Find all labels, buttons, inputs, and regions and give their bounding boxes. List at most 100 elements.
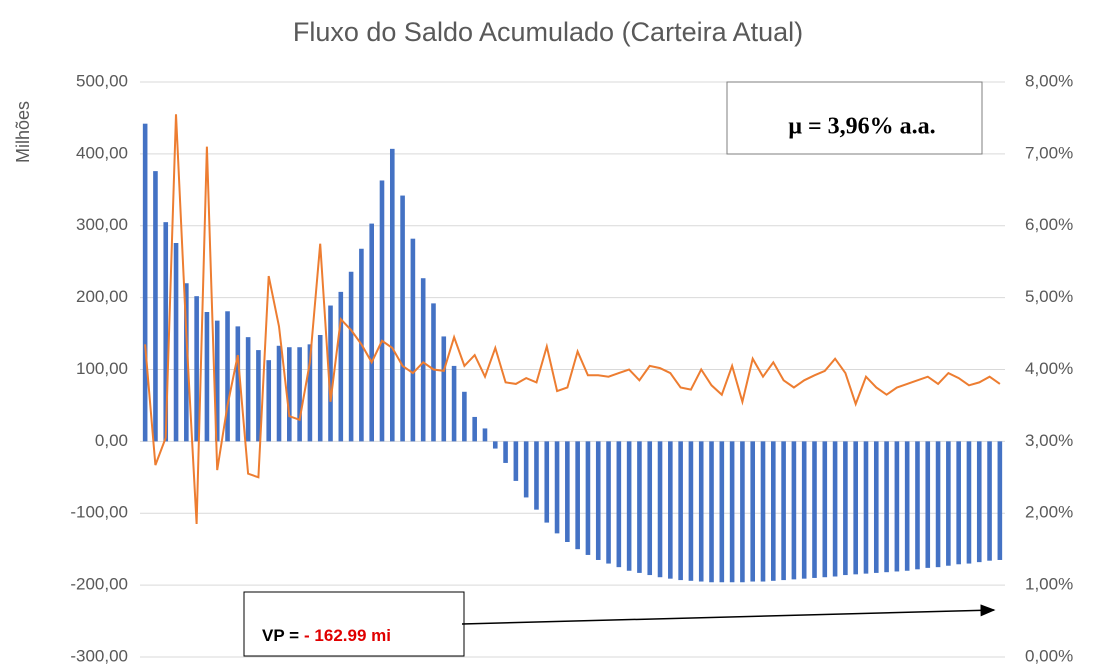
bar <box>873 441 879 573</box>
bar <box>884 441 889 573</box>
y2-tick-label: 8,00% <box>1025 71 1073 90</box>
bar <box>184 283 189 442</box>
bar <box>987 441 992 561</box>
bar <box>843 441 848 576</box>
bar <box>431 303 436 442</box>
bar <box>462 391 467 442</box>
bar <box>554 441 560 534</box>
bar <box>678 441 683 581</box>
bar <box>904 441 910 571</box>
mu-box <box>726 81 983 155</box>
y2-tick-label: 0,00% <box>1025 646 1073 665</box>
y-tick-label: 100,00 <box>76 359 128 378</box>
y2-tick-label: 3,00% <box>1025 431 1073 450</box>
bar <box>740 441 745 583</box>
bar <box>668 441 673 579</box>
bar <box>338 291 344 442</box>
bar <box>287 347 292 442</box>
bar <box>750 441 756 582</box>
bar <box>379 180 385 442</box>
bar <box>307 344 313 442</box>
bar <box>925 441 931 568</box>
bar <box>194 296 199 442</box>
line <box>144 114 1001 525</box>
bar <box>348 271 354 442</box>
bar <box>420 278 426 442</box>
bar <box>698 441 704 582</box>
bar <box>709 441 714 583</box>
bar <box>142 123 148 442</box>
bar <box>410 238 416 442</box>
bar <box>966 441 972 564</box>
bar <box>369 223 374 442</box>
vp-label: VP = <box>262 626 299 645</box>
bar <box>616 441 622 568</box>
bar <box>297 347 302 442</box>
bar <box>935 441 941 568</box>
y2-tick-label: 2,00% <box>1025 503 1073 522</box>
bar <box>266 360 272 442</box>
bar <box>317 335 323 442</box>
bar <box>235 326 241 442</box>
bar <box>544 441 550 523</box>
bar <box>163 222 169 442</box>
bar <box>245 337 251 442</box>
bar <box>276 345 282 442</box>
bar <box>472 416 477 442</box>
bar <box>565 441 570 542</box>
y2-tick-label: 6,00% <box>1025 215 1073 234</box>
bar <box>400 195 405 442</box>
bar <box>225 311 230 442</box>
bar <box>688 441 694 581</box>
y-tick-label: 500,00 <box>76 71 128 90</box>
bar <box>719 441 725 583</box>
bar <box>534 441 539 510</box>
bar <box>791 441 797 580</box>
vp-arrow <box>461 604 996 625</box>
bar <box>771 441 776 581</box>
y-tick-label: -300,00 <box>70 646 128 665</box>
bar <box>647 441 653 576</box>
y-tick-label: 0,00 <box>95 431 128 450</box>
bar <box>513 441 519 481</box>
bar <box>976 441 982 563</box>
bar <box>760 441 766 582</box>
bar <box>606 441 611 564</box>
bar <box>256 350 261 442</box>
vp-value: - 162.99 mi <box>304 626 391 645</box>
bar <box>853 441 858 575</box>
bar <box>482 428 488 442</box>
bar <box>492 441 498 449</box>
vp-annotation: VP = - 162.99 mi <box>262 626 391 645</box>
bar <box>389 148 395 442</box>
vp-box <box>243 591 465 657</box>
bar <box>894 441 900 572</box>
bar <box>863 441 869 574</box>
bar <box>173 243 179 442</box>
y2-tick-label: 1,00% <box>1025 575 1073 594</box>
bar <box>585 441 591 555</box>
y2-tick-label: 4,00% <box>1025 359 1073 378</box>
bar <box>595 441 601 560</box>
bar <box>832 441 838 577</box>
bar <box>153 171 158 442</box>
bar <box>997 441 1003 560</box>
mu-annotation: μ = 3,96% a.a. <box>788 114 935 140</box>
bar <box>801 441 807 579</box>
bar <box>637 441 642 573</box>
bar <box>822 441 828 578</box>
y-tick-label: 200,00 <box>76 287 128 306</box>
bar <box>451 365 457 442</box>
bar <box>657 441 663 578</box>
y2-tick-label: 7,00% <box>1025 143 1073 162</box>
bar <box>956 441 961 565</box>
bar <box>441 336 447 442</box>
y-tick-label: -100,00 <box>70 503 128 522</box>
bar <box>328 305 333 442</box>
bar <box>503 441 508 463</box>
y-tick-label: 300,00 <box>76 215 128 234</box>
bar <box>812 441 817 578</box>
bar <box>626 441 632 571</box>
bar <box>214 320 220 442</box>
